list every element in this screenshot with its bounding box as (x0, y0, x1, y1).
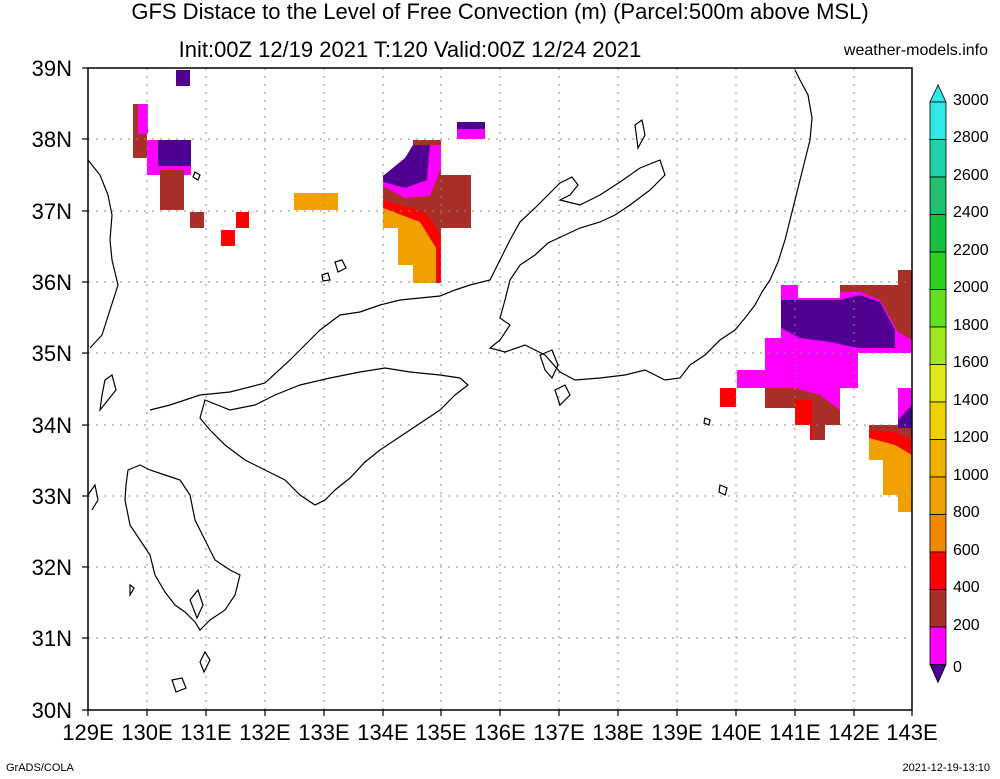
lon-label: 135E (415, 720, 467, 745)
colorbar-swatch (929, 289, 947, 328)
colorbar-swatch (929, 439, 947, 478)
shade-cell (898, 405, 912, 428)
colorbar-swatch (929, 626, 947, 665)
colorbar-label: 2800 (953, 129, 989, 146)
colorbar-label: 0 (953, 659, 962, 676)
footer-timestamp: 2021-12-19-13:10 (902, 762, 990, 774)
colorbar-swatch (929, 139, 947, 178)
colorbar (929, 84, 947, 684)
shade-cell (383, 145, 430, 188)
colorbar-label: 1000 (953, 467, 989, 484)
map-title: GFS Distace to the Level of Free Convect… (131, 0, 869, 24)
shade-cell (138, 104, 148, 134)
colorbar-swatch (929, 364, 947, 403)
colorbar-label: 1400 (953, 392, 989, 409)
lat-label: 38N (31, 127, 72, 152)
footer-credit: GrADS/COLA (6, 762, 74, 774)
honshu-coast (149, 69, 813, 411)
shade-cell (294, 193, 338, 210)
tick-marks (82, 67, 913, 716)
lat-label: 36N (31, 270, 72, 295)
lon-label: 136E (474, 720, 526, 745)
lat-label: 31N (31, 626, 72, 651)
lat-label: 32N (31, 555, 72, 580)
shade-cell (176, 70, 190, 86)
colorbar-label: 1600 (953, 354, 989, 371)
colorbar-top-arrow (929, 84, 947, 103)
lat-label: 39N (31, 56, 72, 81)
lat-label: 30N (31, 698, 72, 723)
shade-cell (795, 400, 825, 440)
coastlines (87, 69, 813, 693)
colorbar-label: 800 (953, 504, 980, 521)
colorbar-swatch (929, 326, 947, 365)
shade-cell (781, 295, 895, 348)
shade-cell (383, 208, 436, 283)
colorbar-label: 1200 (953, 429, 989, 446)
colorbar-label: 2000 (953, 279, 989, 296)
colorbar-label: 400 (953, 579, 980, 596)
colorbar-label: 3000 (953, 92, 989, 109)
lon-label: 138E (592, 720, 644, 745)
shade-cell (190, 212, 204, 228)
kyushu-coast (124, 464, 241, 631)
shade-cell (840, 270, 912, 340)
map-subtitle: Init:00Z 12/19 2021 T:120 Valid:00Z 12/2… (178, 37, 642, 62)
lon-label: 132E (239, 720, 291, 745)
shade-cell (869, 425, 912, 440)
lon-label: 137E (533, 720, 585, 745)
colorbar-label: 1800 (953, 317, 989, 334)
lat-label: 34N (31, 413, 72, 438)
lon-label: 131E (180, 720, 232, 745)
colorbar-swatch (929, 589, 947, 628)
colorbar-label: 2600 (953, 167, 989, 184)
colorbar-label: 2400 (953, 204, 989, 221)
colorbar-swatch (929, 176, 947, 215)
site-credit[interactable]: weather-models.info (843, 42, 988, 59)
shade-cell (720, 388, 736, 407)
colorbar-swatch (929, 514, 947, 553)
colorbar-swatch (929, 401, 947, 440)
lon-label: 129E (62, 720, 114, 745)
lon-label: 139E (651, 720, 703, 745)
shikoku-coast (199, 367, 469, 506)
lat-label: 35N (31, 341, 72, 366)
lon-label: 141E (769, 720, 821, 745)
korea-coast (87, 159, 119, 349)
colorbar-swatch (929, 101, 947, 140)
lon-label: 133E (298, 720, 350, 745)
colorbar-label: 600 (953, 542, 980, 559)
lon-label: 142E (828, 720, 880, 745)
colorbar-label: 2200 (953, 242, 989, 259)
lon-label: 143E (886, 720, 938, 745)
colorbar-swatch (929, 251, 947, 290)
colorbar-label: 200 (953, 617, 980, 634)
lat-label: 37N (31, 199, 72, 224)
colorbar-swatch (929, 551, 947, 590)
lon-label: 140E (710, 720, 762, 745)
shade-cell (221, 230, 235, 246)
lon-label: 134E (357, 720, 409, 745)
shade-cell (160, 170, 184, 210)
lfc-shading (133, 70, 912, 512)
colorbar-swatch (929, 476, 947, 515)
colorbar-swatch (929, 214, 947, 253)
colorbar-bottom-arrow (929, 664, 947, 684)
gridlines (88, 68, 912, 710)
lat-label: 33N (31, 484, 72, 509)
shade-cell (158, 140, 191, 166)
shade-cell (236, 212, 249, 228)
shade-cell (457, 122, 485, 129)
lon-label: 130E (121, 720, 173, 745)
